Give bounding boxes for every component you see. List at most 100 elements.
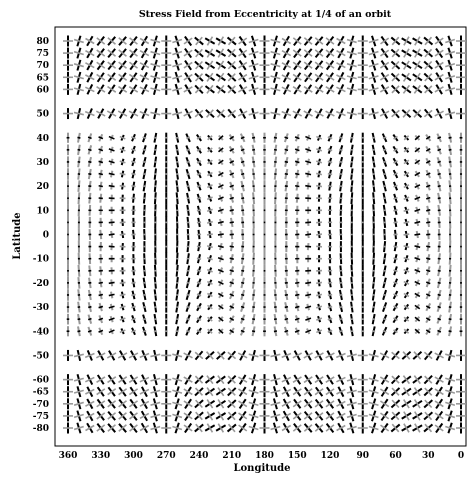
stress-bar-secondary	[118, 424, 127, 432]
stress-bar-secondary	[217, 220, 224, 224]
stress-bar-secondary	[218, 328, 224, 334]
stress-bar-secondary	[153, 136, 157, 139]
stress-bar-secondary	[217, 159, 224, 165]
stress-bar-secondary	[237, 352, 248, 359]
stress-bar-secondary	[106, 352, 117, 359]
stress-bar-secondary	[206, 387, 214, 397]
stress-bar-secondary	[393, 269, 398, 273]
stress-bar-secondary	[403, 423, 410, 433]
stress-bar-secondary	[207, 159, 213, 165]
stress-bar-secondary	[194, 375, 204, 384]
stress-bar-secondary	[382, 293, 387, 297]
stress-bar-secondary	[379, 400, 390, 408]
stress-bar-secondary	[346, 353, 357, 358]
stress-bar-secondary	[217, 411, 225, 421]
stress-bar-secondary	[314, 61, 324, 69]
stress-bar-secondary	[314, 85, 324, 93]
stress-bar-secondary	[119, 221, 126, 224]
stress-bar-secondary	[142, 293, 147, 297]
stress-bar-secondary	[142, 148, 147, 152]
stress-bar-secondary	[73, 50, 84, 56]
stress-bar-secondary	[240, 329, 245, 333]
stress-bar-secondary	[294, 160, 300, 164]
stress-bar-secondary	[142, 329, 147, 333]
stress-bar-secondary	[108, 148, 115, 152]
stress-bar-secondary	[206, 184, 213, 189]
stress-bar-secondary	[316, 184, 323, 188]
stress-bar-secondary	[229, 209, 234, 212]
stress-bar-secondary	[240, 160, 245, 164]
stress-bar-secondary	[414, 268, 421, 273]
stress-bar-secondary	[241, 197, 245, 200]
stress-bar-secondary	[129, 49, 138, 57]
stress-bar-secondary	[217, 245, 224, 249]
stress-bar-secondary	[413, 351, 422, 360]
stress-bar-secondary	[237, 110, 248, 117]
stress-bar-secondary	[95, 352, 106, 359]
stress-bar-secondary	[118, 412, 127, 420]
stress-bar-secondary	[273, 136, 278, 139]
stress-bar-secondary	[218, 135, 224, 141]
stress-bar-secondary	[414, 328, 421, 334]
stress-bar-secondary	[150, 87, 161, 92]
stress-bar-secondary	[368, 425, 379, 431]
stress-bar-secondary	[339, 160, 343, 164]
stress-bar-secondary	[426, 209, 431, 212]
stress-bar-secondary	[335, 110, 346, 117]
y-tick-label: 40	[36, 134, 49, 144]
stress-bar-secondary	[98, 317, 104, 321]
stress-bar-secondary	[437, 172, 441, 176]
plot-frame	[54, 26, 467, 447]
stress-bar-secondary	[96, 61, 106, 69]
stress-bar-secondary	[196, 269, 202, 273]
stress-bar-secondary	[183, 61, 193, 69]
stress-bar-secondary	[403, 184, 410, 189]
stress-bar-secondary	[281, 376, 292, 383]
stress-bar-secondary	[150, 38, 161, 44]
stress-bar-secondary	[403, 280, 410, 285]
stress-bar-secondary	[434, 388, 444, 396]
stress-bar-secondary	[325, 73, 335, 81]
stress-bar-secondary	[186, 281, 190, 285]
stress-bar-secondary	[350, 136, 354, 139]
stress-bar-secondary	[346, 425, 357, 431]
stress-bar-secondary	[426, 269, 431, 273]
stress-bar-secondary	[227, 48, 236, 58]
stress-bar-secondary	[314, 73, 324, 81]
stress-bar-secondary	[186, 148, 190, 152]
stress-bar-secondary	[142, 160, 147, 164]
x-tick-label: 330	[91, 451, 110, 461]
stress-bar-secondary	[206, 220, 213, 224]
stress-bar-secondary	[368, 389, 379, 394]
stress-bar-secondary	[150, 377, 161, 382]
stress-bar-secondary	[294, 329, 300, 333]
y-tick-label: 60	[36, 85, 49, 95]
stress-bar-secondary	[424, 387, 433, 396]
stress-bar-secondary	[327, 293, 333, 297]
stress-bar-secondary	[413, 399, 421, 409]
stress-bar-secondary	[240, 293, 245, 297]
stress-bar-secondary	[316, 172, 323, 176]
stress-bar-secondary	[391, 399, 400, 409]
stress-bar-secondary	[303, 400, 313, 408]
stress-bar-secondary	[437, 317, 442, 321]
stress-bar-secondary	[294, 148, 300, 152]
stress-bar-secondary	[402, 351, 411, 360]
stress-bar-secondary	[391, 36, 400, 46]
stress-bar-secondary	[414, 48, 421, 58]
stress-bar-secondary	[206, 280, 213, 285]
stress-bar-secondary	[434, 412, 444, 420]
stress-bar-secondary	[175, 148, 179, 151]
x-tick-label: 240	[190, 451, 209, 461]
x-tick-label: 120	[321, 451, 340, 461]
stress-bar-secondary	[194, 85, 204, 94]
stress-bar-secondary	[87, 148, 92, 152]
stress-bar-secondary	[183, 424, 193, 432]
stress-bar-secondary	[382, 329, 387, 333]
stress-bar-secondary	[73, 389, 84, 394]
stress-bar-secondary	[131, 317, 136, 321]
stress-bar-secondary	[327, 160, 333, 164]
stress-bar-secondary	[393, 184, 398, 188]
stress-bar-secondary	[183, 37, 193, 45]
